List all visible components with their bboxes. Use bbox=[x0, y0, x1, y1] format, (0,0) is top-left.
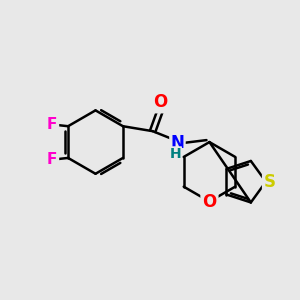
Text: H: H bbox=[170, 147, 181, 161]
Text: S: S bbox=[264, 173, 276, 191]
Text: O: O bbox=[154, 93, 168, 111]
Text: N: N bbox=[170, 134, 184, 152]
Text: F: F bbox=[47, 117, 57, 132]
Text: F: F bbox=[47, 152, 57, 167]
Text: O: O bbox=[202, 193, 217, 211]
